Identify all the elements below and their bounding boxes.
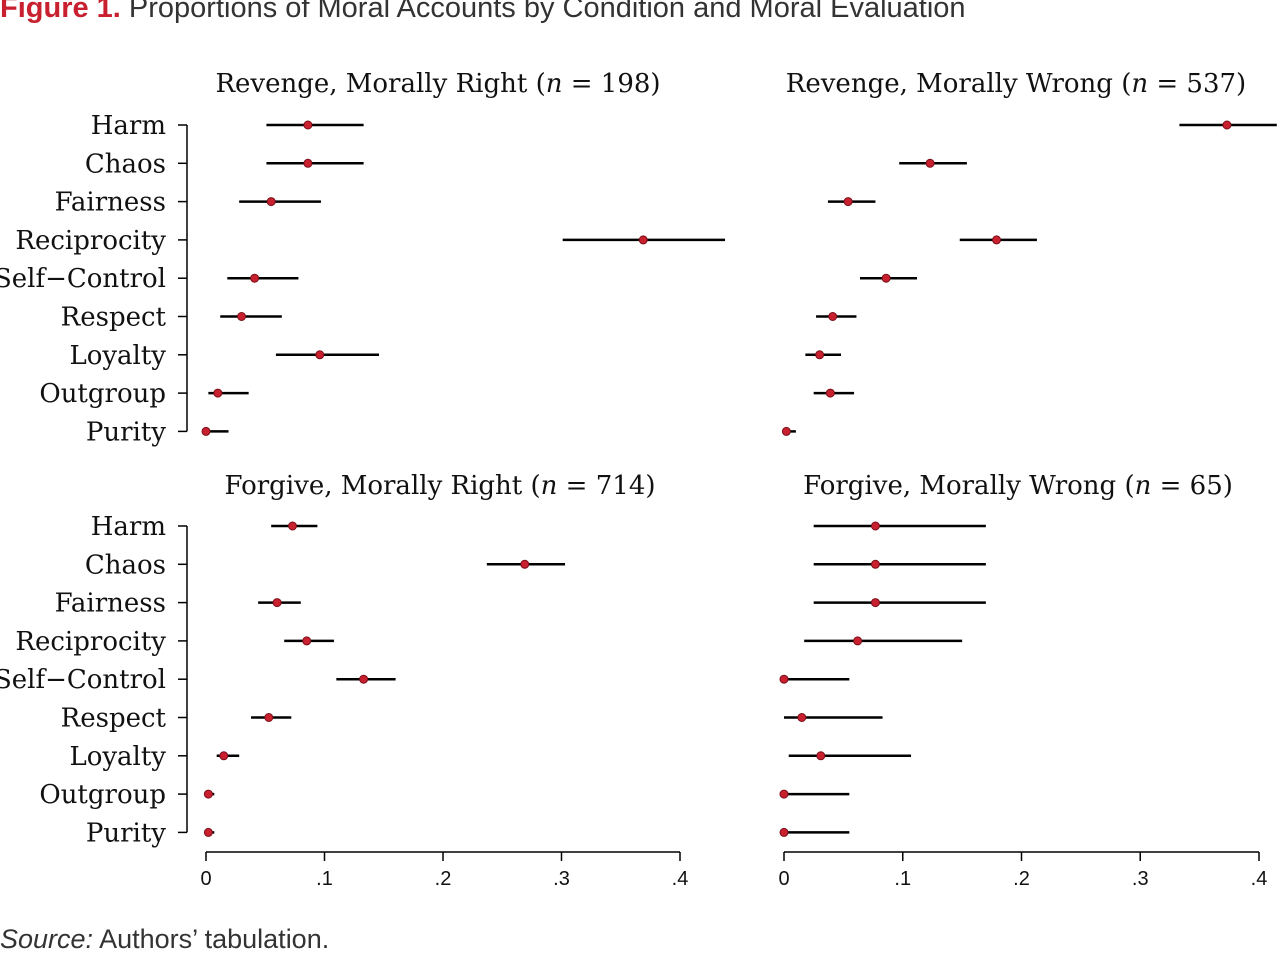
x-tick-label: .4 <box>1251 868 1268 890</box>
point-estimate <box>213 388 223 398</box>
figure-label: Figure 1. <box>0 0 121 24</box>
panel-title-n: n <box>541 471 558 501</box>
panel-title: Forgive, Morally Wrong (n = 65) <box>803 471 1233 501</box>
point-estimate <box>264 713 274 722</box>
source-text: Authors’ tabulation. <box>93 924 330 954</box>
panel-title-text: Revenge, Morally Right ( <box>215 69 545 99</box>
point-estimate <box>779 827 789 837</box>
x-tick-label: 0 <box>778 868 789 890</box>
category-label: Reciprocity <box>15 627 166 657</box>
panel-1: Revenge, Morally Right (n = 198) Harm Chao… <box>0 69 726 447</box>
point-estimate <box>237 312 247 321</box>
point-estimate <box>779 674 789 684</box>
point-estimate <box>870 521 880 531</box>
panel-title-text: Forgive, Morally Wrong ( <box>803 471 1135 501</box>
category-label: Purity <box>86 417 166 447</box>
category-label: Chaos <box>85 149 166 179</box>
point-estimate <box>359 674 369 684</box>
point-estimate <box>201 426 211 436</box>
category-label: Reciprocity <box>15 226 166 256</box>
x-tick-label: .4 <box>672 868 689 890</box>
point-estimate <box>203 827 213 837</box>
x-tick-label: .1 <box>316 868 333 890</box>
category-label: Purity <box>86 818 166 848</box>
point-estimate <box>853 636 863 646</box>
category-label: Respect <box>61 704 167 734</box>
point-estimate <box>843 197 853 207</box>
category-label: Harm <box>91 111 166 141</box>
category-label: Self−Control <box>0 264 166 294</box>
source-label: Source: <box>0 924 94 954</box>
panel-title-count: = 537) <box>1148 69 1246 99</box>
category-label: Outgroup <box>39 379 166 409</box>
panel-2: Revenge, Morally Wrong (n = 537) <box>781 69 1277 436</box>
x-tick-label: .3 <box>1132 868 1149 890</box>
panel-title-n: n <box>1131 69 1148 99</box>
point-estimate <box>250 273 260 283</box>
point-estimate <box>303 120 313 130</box>
point-estimate <box>203 789 213 799</box>
point-estimate <box>870 598 880 608</box>
point-estimate <box>302 636 312 646</box>
point-estimate <box>925 158 935 168</box>
point-estimate <box>272 598 282 608</box>
point-estimate <box>219 751 229 761</box>
point-estimate <box>288 521 298 531</box>
chart-area: Revenge, Morally Right (n = 198)HarmChao… <box>0 69 1277 890</box>
point-estimate <box>870 559 880 569</box>
point-estimate <box>781 426 791 436</box>
point-estimate <box>315 350 325 360</box>
x-tick-label: .1 <box>894 868 911 890</box>
point-estimate <box>825 388 835 398</box>
x-tick-label: 0 <box>200 868 211 890</box>
point-estimate <box>638 235 648 245</box>
x-tick-label: .2 <box>1013 868 1030 890</box>
panel-title: Revenge, Morally Wrong (n = 537) <box>786 69 1246 99</box>
figure-caption: Proportions of Moral Accounts by Conditi… <box>128 0 966 24</box>
panel-title-count: = 714) <box>557 471 655 501</box>
panel-title: Forgive, Morally Right (n = 714) <box>224 471 655 501</box>
point-estimate <box>816 751 826 761</box>
category-label: Loyalty <box>69 742 166 772</box>
category-label: Loyalty <box>69 341 166 371</box>
point-estimate <box>992 235 1002 245</box>
category-label: Fairness <box>55 188 166 218</box>
panel-4: Forgive, Morally Wrong (n = 65) 0 .1 .2 .3 .4 <box>778 471 1267 890</box>
category-label: Fairness <box>55 589 166 619</box>
figure-title: Figure 1. Proportions of Moral Accounts … <box>0 0 966 25</box>
category-label: Respect <box>61 303 167 333</box>
point-estimate <box>266 197 276 207</box>
point-estimate <box>815 350 825 360</box>
point-estimate <box>520 559 530 569</box>
point-estimate <box>797 713 807 722</box>
panel-title-count: = 65) <box>1151 471 1233 501</box>
panel-title-text: Forgive, Morally Right ( <box>224 471 540 501</box>
category-label: Self−Control <box>0 665 166 695</box>
panel-title: Revenge, Morally Right (n = 198) <box>215 69 660 99</box>
point-estimate <box>1222 120 1232 130</box>
panel-3: Forgive, Morally Right (n = 714) Harm Chao… <box>0 471 688 890</box>
point-estimate <box>828 312 838 321</box>
panel-title-count: = 198) <box>562 69 660 99</box>
x-tick-label: .2 <box>435 868 452 890</box>
panel-title-n: n <box>1135 471 1152 501</box>
category-label: Chaos <box>85 550 166 580</box>
x-tick-label: .3 <box>553 868 570 890</box>
panel-title-text: Revenge, Morally Wrong ( <box>786 69 1132 99</box>
category-label: Outgroup <box>39 780 166 810</box>
category-label: Harm <box>91 512 166 542</box>
point-estimate <box>779 789 789 799</box>
panel-title-n: n <box>546 69 563 99</box>
source-note: Source: Authors’ tabulation. <box>0 924 329 955</box>
point-estimate <box>303 158 313 168</box>
point-estimate <box>881 273 891 283</box>
